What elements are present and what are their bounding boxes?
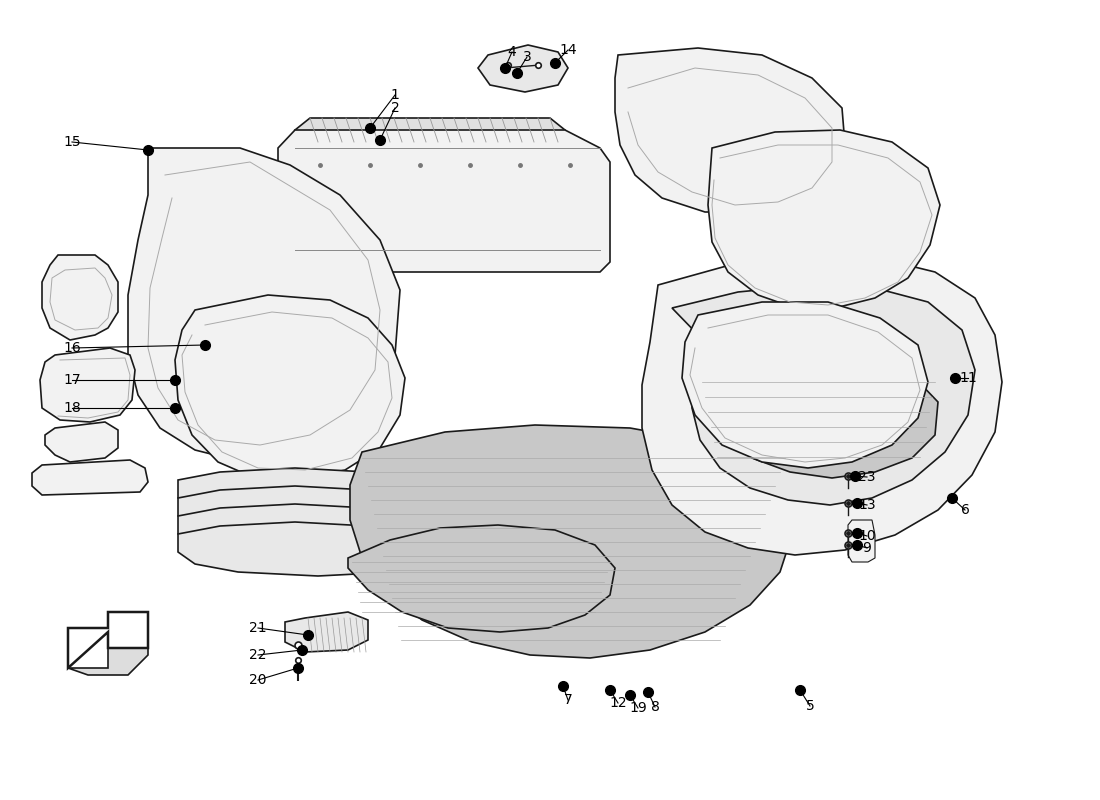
- Polygon shape: [708, 130, 940, 308]
- Polygon shape: [68, 612, 148, 668]
- Polygon shape: [178, 522, 415, 576]
- Text: 5: 5: [805, 699, 814, 713]
- Text: 9: 9: [862, 541, 871, 555]
- Text: 2: 2: [390, 101, 399, 115]
- Text: 23: 23: [858, 470, 876, 484]
- Polygon shape: [642, 255, 1002, 555]
- Text: 13: 13: [858, 498, 876, 512]
- Text: 12: 12: [609, 696, 627, 710]
- Text: 17: 17: [63, 373, 80, 387]
- Text: 10: 10: [858, 529, 876, 543]
- Polygon shape: [672, 285, 975, 505]
- Polygon shape: [40, 348, 135, 422]
- Polygon shape: [45, 422, 118, 462]
- Text: 21: 21: [250, 621, 267, 635]
- Text: 4: 4: [507, 45, 516, 59]
- Text: 1: 1: [390, 88, 399, 102]
- Polygon shape: [848, 520, 874, 562]
- Text: 22: 22: [250, 648, 266, 662]
- Text: 3: 3: [522, 50, 531, 64]
- Polygon shape: [700, 358, 938, 478]
- Polygon shape: [68, 648, 148, 675]
- Text: 15: 15: [63, 135, 80, 149]
- Polygon shape: [128, 148, 400, 460]
- Polygon shape: [42, 255, 118, 340]
- Text: 11: 11: [959, 371, 977, 385]
- Polygon shape: [682, 302, 928, 468]
- Text: 14: 14: [559, 43, 576, 57]
- Polygon shape: [178, 486, 415, 540]
- Polygon shape: [178, 468, 415, 522]
- Text: 8: 8: [650, 700, 659, 714]
- Polygon shape: [478, 45, 568, 92]
- Polygon shape: [615, 48, 845, 212]
- Text: 18: 18: [63, 401, 81, 415]
- Polygon shape: [175, 295, 405, 480]
- Text: 7: 7: [563, 693, 572, 707]
- Polygon shape: [348, 525, 615, 632]
- Polygon shape: [285, 612, 369, 652]
- Text: 20: 20: [250, 673, 266, 687]
- Text: 16: 16: [63, 341, 81, 355]
- Text: 19: 19: [629, 701, 647, 715]
- Polygon shape: [350, 425, 792, 658]
- Polygon shape: [278, 130, 610, 272]
- Polygon shape: [178, 504, 415, 558]
- Text: 6: 6: [960, 503, 969, 517]
- Polygon shape: [32, 460, 148, 495]
- Polygon shape: [295, 118, 565, 142]
